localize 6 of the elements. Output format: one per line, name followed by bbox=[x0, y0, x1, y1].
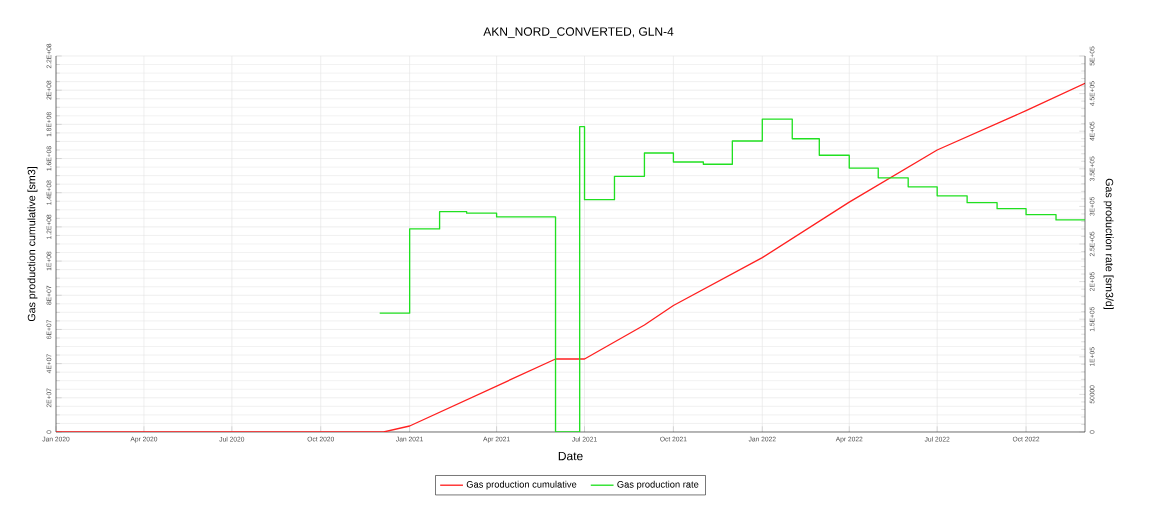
y2-axis-title: Gas production rate [sm3/d] bbox=[1103, 178, 1114, 310]
x-axis-title: Date bbox=[558, 451, 583, 461]
y-axis-title: Gas production cumulative [sm3] bbox=[27, 167, 38, 322]
chart-title: AKN_NORD_CONVERTED, GLN-4 bbox=[483, 27, 674, 39]
legend-label: Gas production cumulative bbox=[466, 480, 577, 490]
legend-label: Gas production rate bbox=[617, 480, 699, 490]
